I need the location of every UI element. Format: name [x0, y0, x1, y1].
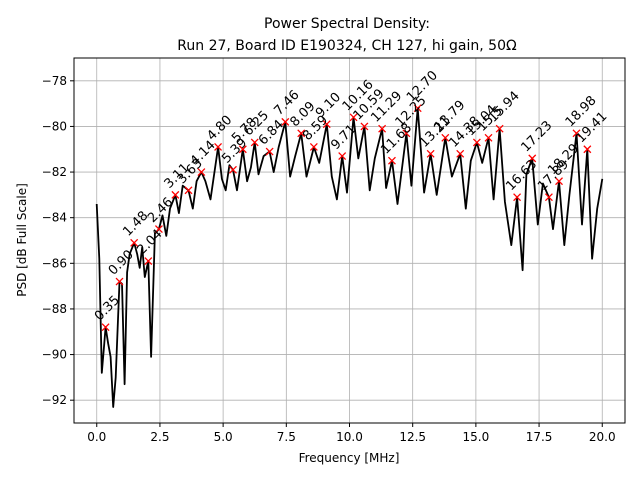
y-tick-label: −92 — [42, 393, 67, 407]
psd-series-line — [95, 107, 604, 408]
x-tick-label: 7.5 — [277, 430, 296, 444]
y-tick-label: −82 — [42, 165, 67, 179]
x-tick-label: 5.0 — [214, 430, 233, 444]
peak-marker — [456, 149, 465, 158]
peak-label: 17.23 — [518, 118, 555, 155]
peak-marker — [528, 154, 537, 163]
y-tick-label: −78 — [42, 74, 67, 88]
peak-marker — [555, 177, 563, 186]
chart-title-line-2: Run 27, Board ID E190324, CH 127, hi gai… — [177, 38, 517, 54]
peak-marker — [229, 165, 237, 174]
peak-marker — [144, 257, 153, 265]
y-tick-label: −86 — [42, 256, 67, 270]
x-tick-label: 10.0 — [336, 430, 363, 444]
x-tick-label: 15.0 — [463, 430, 490, 444]
peak-marker — [402, 129, 411, 138]
peak-marker — [495, 124, 504, 133]
peak-label: 9.10 — [313, 90, 344, 121]
peak-marker — [197, 168, 206, 177]
peak-marker — [309, 143, 318, 151]
peak-marker — [513, 193, 522, 202]
peak-marker — [413, 104, 422, 113]
x-tick-label: 12.5 — [399, 430, 426, 444]
peak-marker — [484, 133, 493, 142]
peak-marker — [115, 277, 124, 286]
peak-marker — [297, 129, 306, 138]
x-tick-label: 2.5 — [150, 430, 169, 444]
x-axis-ticks: 0.0 2.5 5.0 7.5 10.0 12.5 15.0 17.5 20.0 — [87, 423, 616, 444]
x-tick-label: 0.0 — [87, 430, 106, 444]
peak-marker — [130, 238, 139, 247]
peak-marker — [265, 147, 274, 156]
peak-marker — [441, 133, 450, 142]
peak-marker — [360, 122, 369, 131]
x-tick-label: 20.0 — [589, 430, 616, 444]
peak-marker — [214, 143, 223, 151]
peak-marker — [322, 120, 331, 129]
plot-frame — [73, 57, 626, 424]
peak-marker — [101, 323, 110, 332]
peak-marker — [238, 145, 247, 154]
peak-marker — [250, 138, 259, 147]
peak-marker — [378, 124, 387, 133]
peak-marker — [426, 149, 435, 158]
y-tick-label: −90 — [42, 348, 67, 362]
y-axis-ticks: −92 −90 −88 −86 −84 −82 −80 −78 — [42, 74, 74, 407]
chart-title-line-1: Power Spectral Density: — [264, 16, 430, 32]
peak-marker — [184, 186, 193, 195]
peak-marker — [572, 129, 581, 138]
peak-marker — [281, 117, 290, 126]
x-axis-label: Frequency [MHz] — [299, 451, 400, 465]
peak-marker — [472, 138, 481, 147]
x-tick-label: 17.5 — [526, 430, 553, 444]
y-tick-label: −80 — [42, 119, 67, 133]
peak-marker — [154, 225, 163, 234]
y-tick-label: −88 — [42, 302, 67, 316]
peak-marker — [583, 145, 592, 154]
y-axis-label: PSD [dB Full Scale] — [15, 183, 29, 297]
y-tick-label: −84 — [42, 211, 67, 225]
grid-lines — [74, 58, 625, 423]
peak-labels: 0.350.901.482.042.463.113.634.144.805.39… — [92, 68, 611, 324]
peak-markers — [101, 104, 592, 332]
peak-marker — [171, 190, 180, 199]
peak-marker — [388, 156, 396, 165]
peak-label: 0.90 — [106, 247, 137, 278]
peak-marker — [544, 193, 553, 202]
peak-label: 4.80 — [204, 113, 235, 144]
peak-marker — [349, 113, 358, 122]
peak-marker — [338, 152, 347, 161]
